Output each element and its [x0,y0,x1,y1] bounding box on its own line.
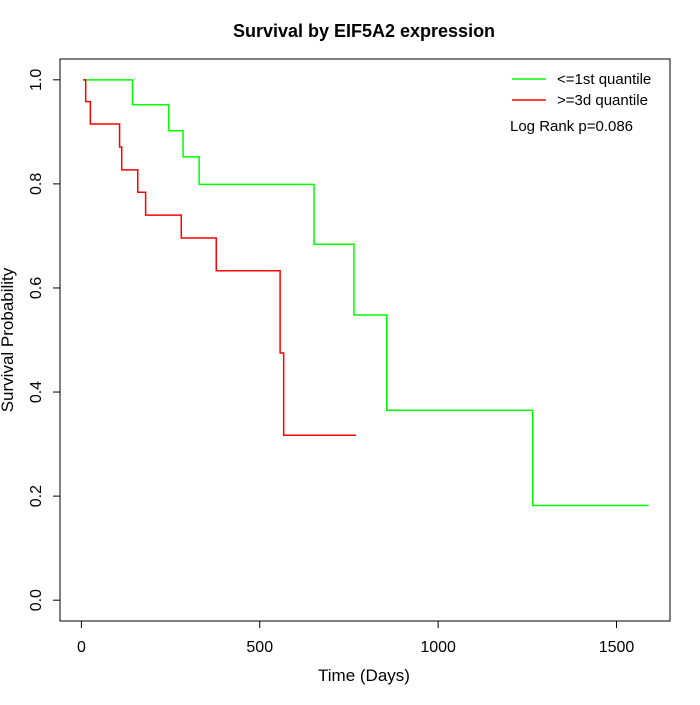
x-tick-label: 500 [246,639,273,656]
series-layer [83,79,649,507]
survival-curve-series-1 [83,79,649,507]
x-tick-label: 0 [77,639,86,656]
y-tick-label: 1.0 [28,69,45,91]
survival-curve-series-2 [83,79,357,436]
chart-title: Survival by EIF5A2 expression [233,21,495,41]
x-axis-label: Time (Days) [318,666,410,685]
y-tick-label: 0.6 [28,277,45,299]
y-tick-label: 0.4 [28,381,45,403]
plot-frame [59,58,671,622]
x-tick-label: 1000 [420,639,456,656]
y-axis-label: Survival Probability [0,267,17,412]
legend-label-series-2: >=3d quantile [557,92,648,109]
y-tick-label: 0.8 [28,173,45,195]
y-axis: 0.0 0.2 0.4 0.6 0.8 1.0 [28,69,61,611]
x-tick-label: 1500 [599,639,635,656]
x-axis: 0 500 1000 1500 [77,620,635,656]
y-tick-label: 0.2 [28,485,45,507]
legend-label-series-1: <=1st quantile [557,71,651,88]
legend: <=1st quantile >=3d quantile [512,71,651,109]
log-rank-annotation: Log Rank p=0.086 [510,118,633,135]
y-tick-label: 0.0 [28,589,45,611]
